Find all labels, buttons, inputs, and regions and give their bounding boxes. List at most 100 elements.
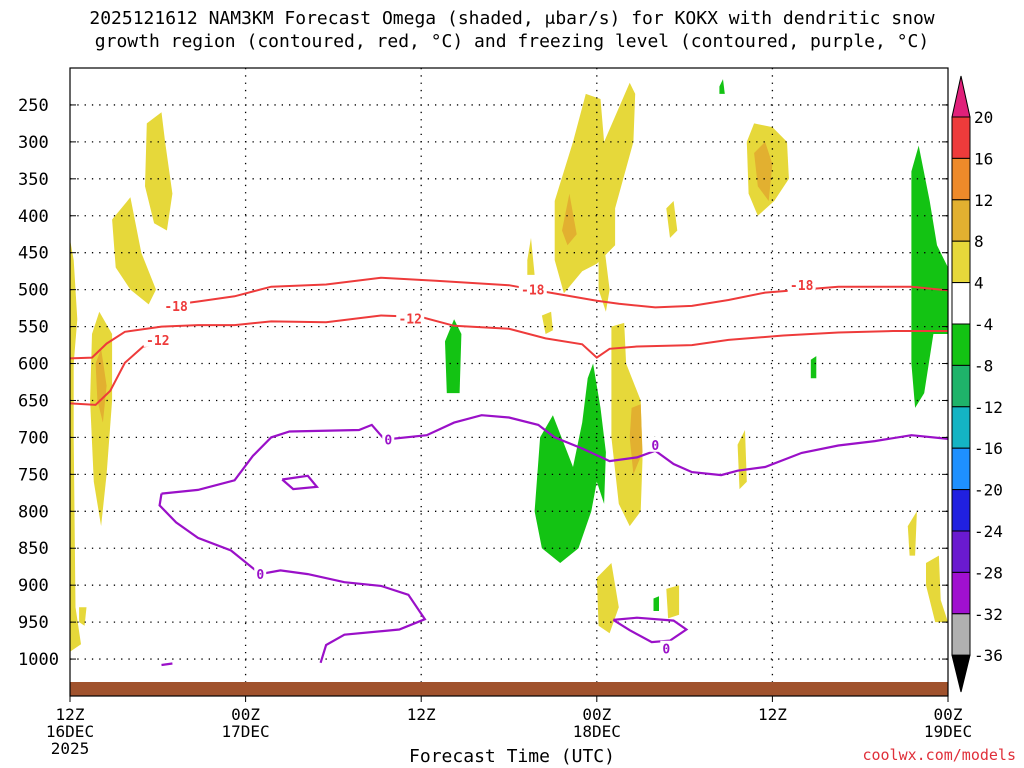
y-tick-label-850: 850 <box>18 539 49 559</box>
omega-shade-green-5 <box>810 356 817 379</box>
omega-shade-green-4 <box>719 79 725 94</box>
omega-shading-layer <box>70 79 948 652</box>
contour-label-bg-0 <box>162 297 191 313</box>
y-tick-label-350: 350 <box>18 170 49 190</box>
y-tick-label-1000: 1000 <box>18 650 59 670</box>
colorbar-legend: 20 16 12 8 4 -4 -8 -12 -16 -20 -24 -28 -32 -36 <box>951 75 1003 693</box>
y-tick-label-800: 800 <box>18 502 49 522</box>
omega-shade-yellow-low-3 <box>737 430 747 490</box>
colorbar-segment-11 <box>951 530 971 573</box>
contour-label-3: -18 <box>521 284 545 299</box>
omega-shade-yellow-col-1 <box>90 311 113 527</box>
y-axis: 250 300 350 400 450 500 550 600 650 700 750 800 850 9… <box>18 96 948 670</box>
x-tick-label-5-1: 19DEC <box>924 722 972 741</box>
omega-shade-yellow-big-1 <box>554 82 636 294</box>
contour-label-7: 0 <box>651 439 659 454</box>
colorbar-label-0: 20 <box>974 108 993 127</box>
omega-shade-yellow-thin-2 <box>527 237 535 275</box>
freezing-level-layer <box>158 414 949 667</box>
x-tick-label-5-0: 00Z <box>934 705 963 724</box>
omega-shade-yellow-mid-1 <box>611 322 643 527</box>
colorbar-segment-8 <box>951 406 971 449</box>
contour-label-1: -12 <box>146 334 169 349</box>
dgz-contour--12C <box>69 314 948 360</box>
x-tick-label-3-0: 00Z <box>582 705 611 724</box>
x-tick-label-0-1: 16DEC <box>46 722 94 741</box>
y-tick-label-950: 950 <box>18 613 49 633</box>
contour-label-bg-4 <box>787 277 816 293</box>
colorbar-label-8: -16 <box>974 439 1003 458</box>
contour-label-bg-5 <box>382 431 395 447</box>
x-tick-label-1-0: 00Z <box>231 705 260 724</box>
x-tick-label-1-1: 17DEC <box>222 722 270 741</box>
contour-label-5: 0 <box>384 434 392 449</box>
y-tick-label-600: 600 <box>18 355 49 375</box>
dgz-contour--18C <box>164 276 949 309</box>
y-tick-label-300: 300 <box>18 133 49 153</box>
colorbar-label-12: -32 <box>974 605 1003 624</box>
omega-shade-green-2 <box>445 319 462 394</box>
y-tick-label-700: 700 <box>18 428 49 448</box>
omega-shade-yellow-low-2 <box>666 585 680 619</box>
contour-label-bg-3 <box>518 281 547 297</box>
colorbar-bottom-arrow <box>951 654 971 693</box>
omega-shade-green-3 <box>911 145 948 408</box>
freezing-contour-0C-island-1 <box>281 474 320 491</box>
y-tick-label-550: 550 <box>18 318 49 338</box>
contour-label-8: 0 <box>662 643 670 658</box>
colorbar-label-3: 8 <box>974 232 984 251</box>
plot-area <box>70 68 948 696</box>
omega-shade-yellow-thin-4 <box>541 311 553 334</box>
x-tick-label-0-0: 12Z <box>56 705 85 724</box>
freezing-contour-0C-loop-west <box>158 493 427 664</box>
contour-label-bg-1 <box>143 331 172 347</box>
omega-shade-yellow-low-4 <box>907 511 917 556</box>
colorbar-segment-10 <box>951 489 971 532</box>
omega-shade-yellow-thin-1 <box>666 201 678 238</box>
plot-frame <box>69 67 949 697</box>
credit-link[interactable]: coolwx.com/models <box>862 746 1016 764</box>
y-tick-label-900: 900 <box>18 576 49 596</box>
colorbar-segment-9 <box>951 447 971 491</box>
colorbar-label-10: -24 <box>974 522 1003 541</box>
x-tick-label-2-0: 12Z <box>407 705 436 724</box>
omega-shade-yellow-low-6 <box>79 607 87 626</box>
x-axis-label: Forecast Time (UTC) <box>409 746 615 767</box>
colorbar-segment-13 <box>951 613 971 656</box>
colorbar-segment-5 <box>951 282 971 325</box>
x-tick-label-3-1: 18DEC <box>573 722 621 741</box>
contour-label-bg-7 <box>649 436 662 452</box>
omega-shade-yellow-low-1 <box>596 563 619 634</box>
contour-label-2: -12 <box>398 312 421 327</box>
y-tick-label-450: 450 <box>18 244 49 264</box>
omega-shade-orange-big-2 <box>754 141 773 201</box>
y-tick-label-250: 250 <box>18 96 49 116</box>
omega-shade-yellow-upper-1 <box>145 112 173 231</box>
colorbar-label-6: -8 <box>974 356 993 375</box>
colorbar-top-arrow <box>951 75 971 118</box>
colorbar-label-5: -4 <box>974 315 993 334</box>
omega-shade-orange-col-1 <box>95 348 107 423</box>
colorbar-label-9: -20 <box>974 481 1003 500</box>
chart-title-line-1: 2025121612 NAM3KM Forecast Omega (shaded… <box>89 8 935 29</box>
colorbar-segment-7 <box>951 364 971 408</box>
x-tick-label-0-2: 2025 <box>51 739 90 758</box>
colorbar-segment-6 <box>951 323 971 366</box>
grid-lines <box>70 68 948 696</box>
y-tick-label-500: 500 <box>18 281 49 301</box>
colorbar-segment-4 <box>951 240 971 284</box>
colorbar-label-11: -28 <box>974 563 1003 582</box>
y-tick-label-650: 650 <box>18 391 49 411</box>
colorbar-label-1: 16 <box>974 149 993 168</box>
y-tick-label-750: 750 <box>18 465 49 485</box>
colorbar-label-13: -36 <box>974 646 1003 665</box>
colorbar-segment-12 <box>951 571 971 615</box>
contour-label-bg-2 <box>396 310 425 326</box>
omega-shade-green-1 <box>534 363 606 563</box>
omega-shade-yellow-thin-3 <box>598 245 610 312</box>
y-tick-label-400: 400 <box>18 207 49 227</box>
colorbar-segment-3 <box>951 199 971 242</box>
colorbar-label-4: 4 <box>974 274 984 293</box>
omega-shade-green-6 <box>653 596 659 611</box>
